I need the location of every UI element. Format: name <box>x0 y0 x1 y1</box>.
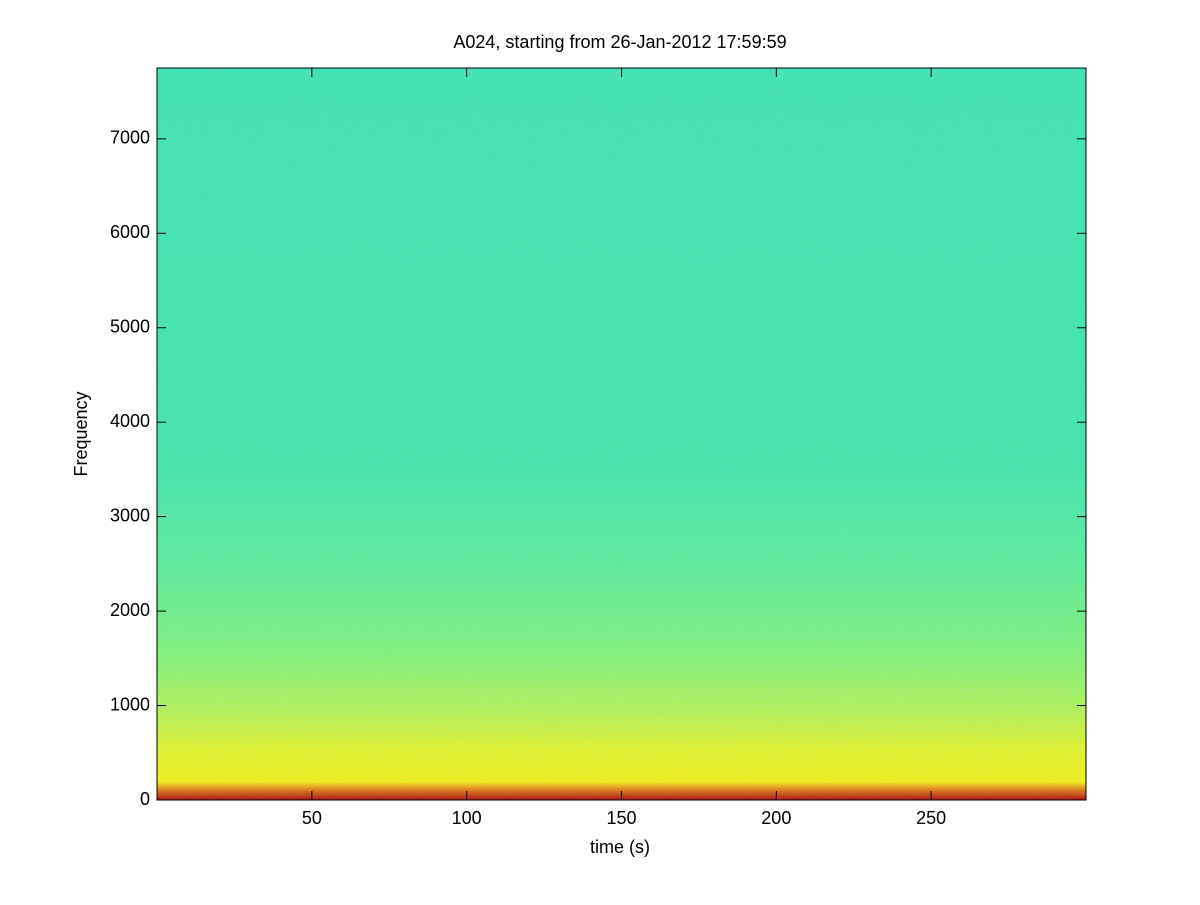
spectrogram-texture <box>157 68 1086 800</box>
x-tick-label: 150 <box>606 808 636 828</box>
x-tick-label: 50 <box>302 808 322 828</box>
y-tick-label: 0 <box>140 789 150 809</box>
x-axis-label: time (s) <box>590 837 650 857</box>
chart-title: A024, starting from 26-Jan-2012 17:59:59 <box>453 32 786 52</box>
y-tick-label: 2000 <box>110 600 150 620</box>
y-tick-label: 4000 <box>110 411 150 431</box>
y-tick-label: 3000 <box>110 505 150 525</box>
y-tick-label: 7000 <box>110 128 150 148</box>
y-tick-label: 1000 <box>110 694 150 714</box>
y-tick-label: 5000 <box>110 316 150 336</box>
x-tick-label: 100 <box>452 808 482 828</box>
y-tick-label: 6000 <box>110 222 150 242</box>
x-tick-label: 250 <box>916 808 946 828</box>
y-axis-label: Frequency <box>71 391 91 476</box>
x-tick-label: 200 <box>761 808 791 828</box>
